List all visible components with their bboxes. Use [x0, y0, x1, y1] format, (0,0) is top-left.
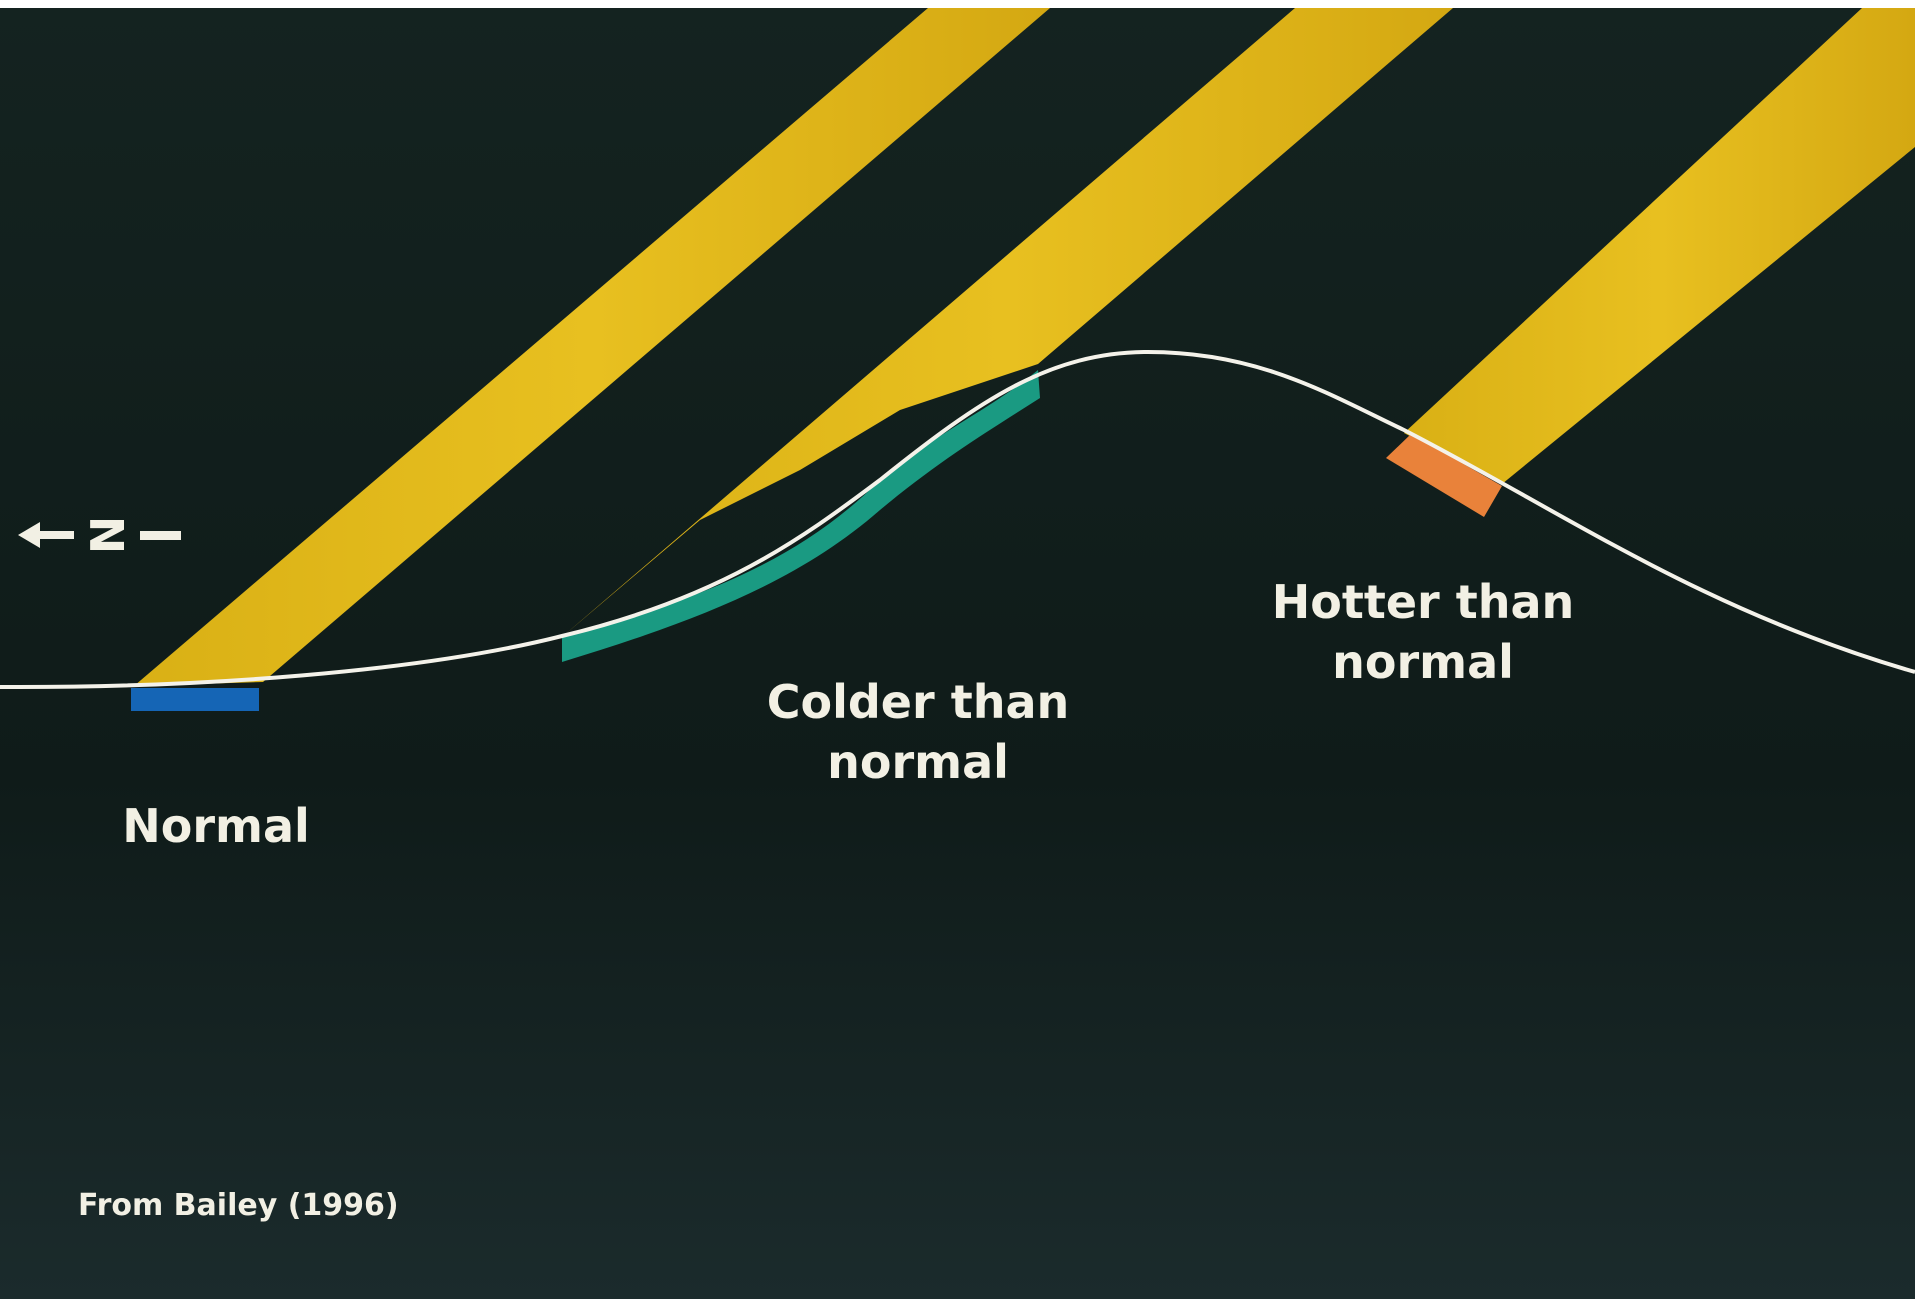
- site-label: Hotter than: [1272, 575, 1575, 629]
- site-label: Normal: [122, 799, 310, 853]
- site-label: normal: [1332, 635, 1514, 689]
- site-label: Colder than: [767, 675, 1069, 729]
- diagram: N Normal Colder than normal Hotter than …: [0, 0, 1915, 1299]
- page: N Normal Colder than normal Hotter than …: [0, 0, 1915, 1299]
- credit: From Bailey (1996): [78, 1188, 399, 1223]
- site-label: normal: [827, 735, 1009, 789]
- top-border: [0, 0, 1915, 8]
- normal-patch: [131, 688, 259, 711]
- north-label: N: [81, 516, 135, 555]
- arrow-tail: [140, 531, 181, 540]
- arrow-shaft: [38, 531, 74, 539]
